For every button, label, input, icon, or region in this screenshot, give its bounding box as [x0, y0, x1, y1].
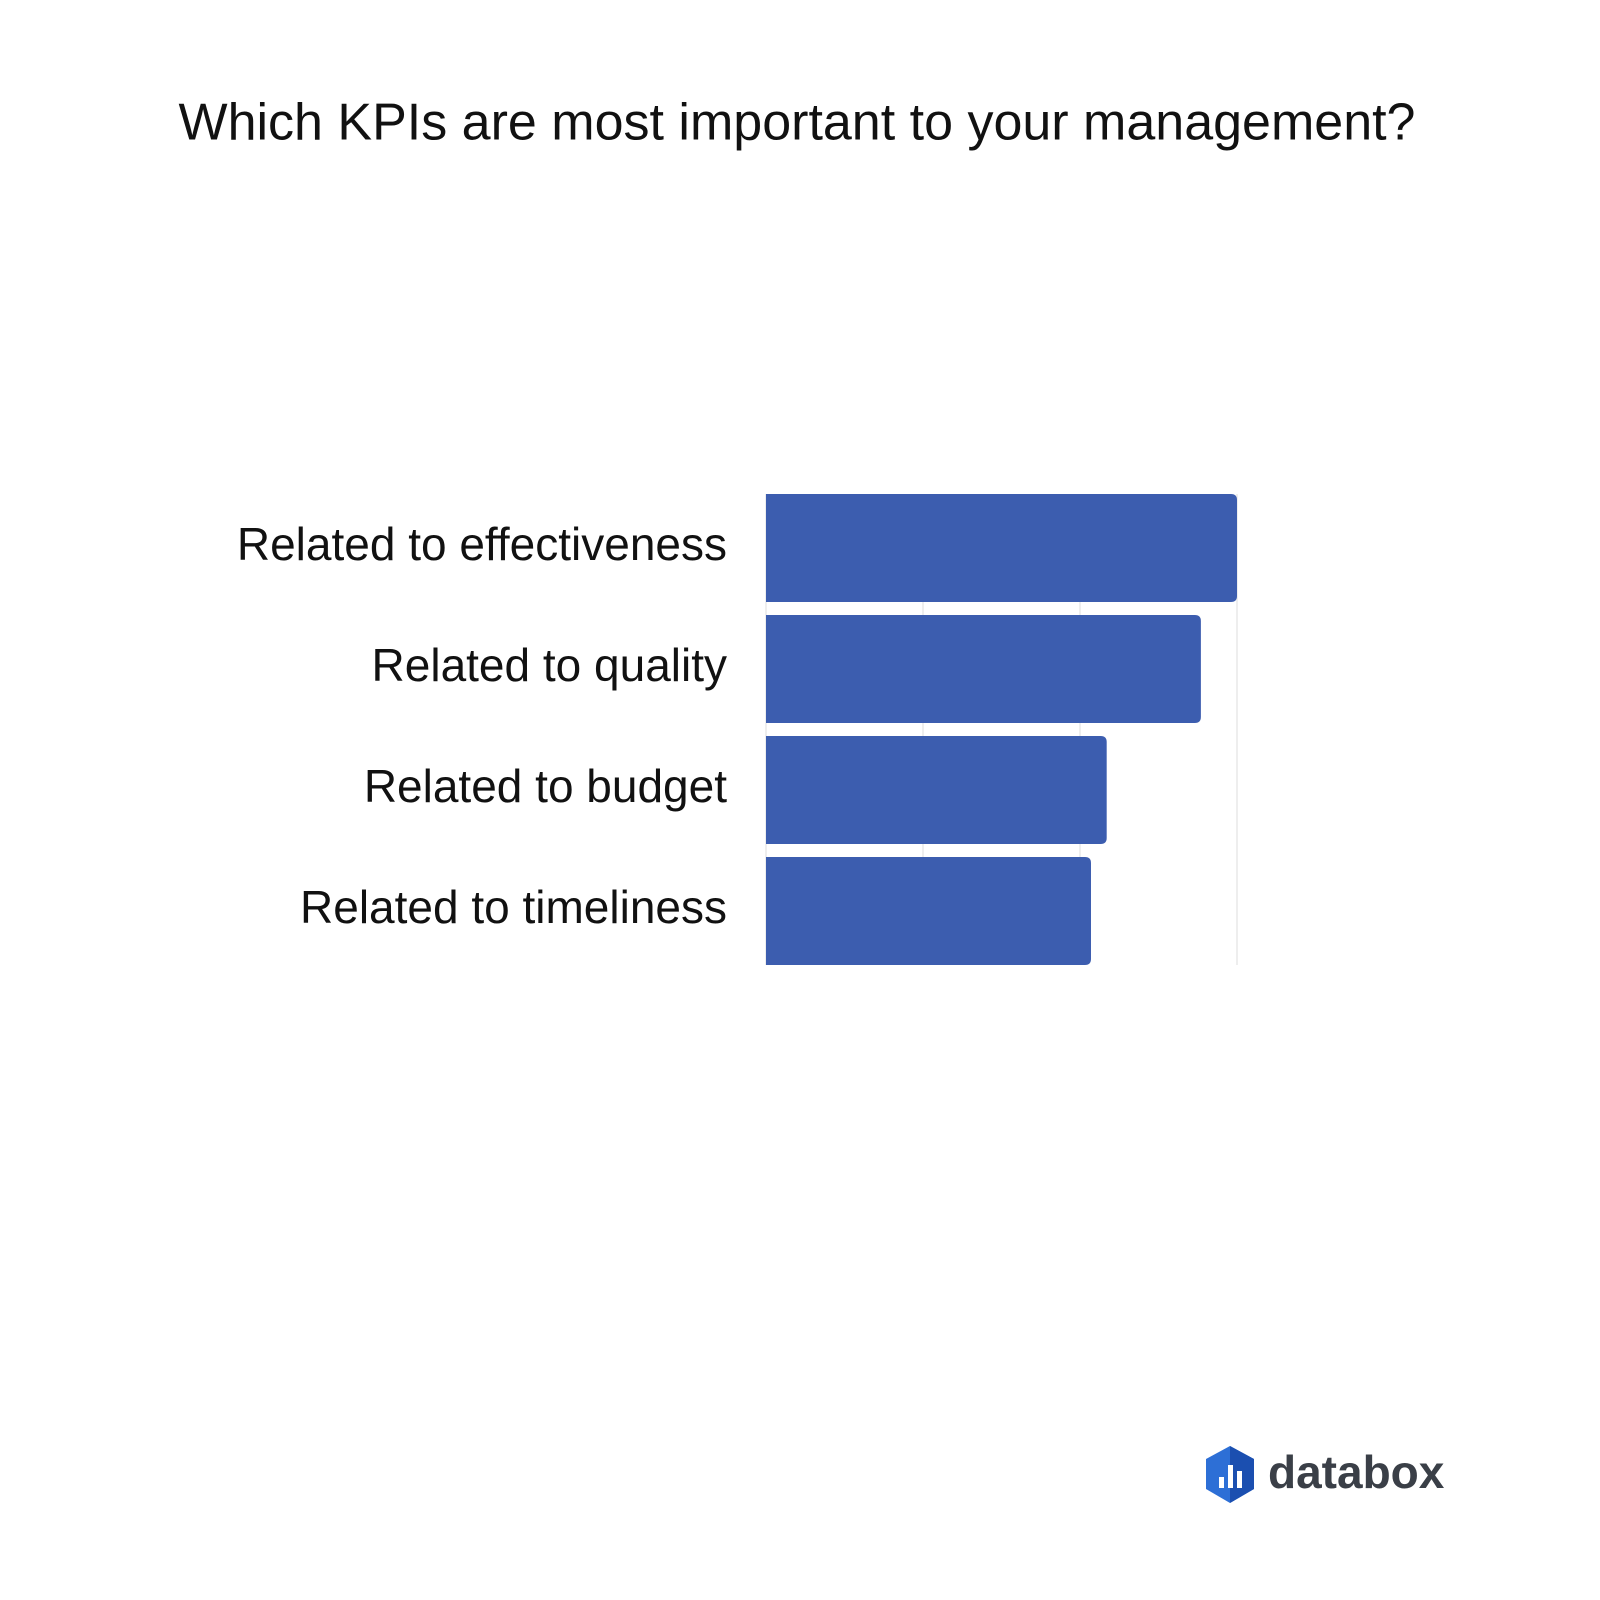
- logo-text: databox: [1268, 1446, 1445, 1498]
- chart-title: Which KPIs are most important to your ma…: [179, 94, 1416, 152]
- category-label: Related to timeliness: [300, 881, 727, 933]
- category-label: Related to quality: [372, 639, 727, 691]
- logo-icon-bar: [1228, 1465, 1233, 1488]
- logo: databox: [1206, 1446, 1445, 1503]
- logo-icon-bar: [1219, 1477, 1224, 1488]
- logo-icon-bar: [1237, 1471, 1242, 1488]
- category-label: Related to budget: [364, 760, 727, 812]
- bar: [766, 736, 1107, 844]
- bar: [766, 615, 1201, 723]
- bar: [766, 857, 1091, 965]
- category-label: Related to effectiveness: [237, 518, 727, 570]
- bar: [766, 494, 1237, 602]
